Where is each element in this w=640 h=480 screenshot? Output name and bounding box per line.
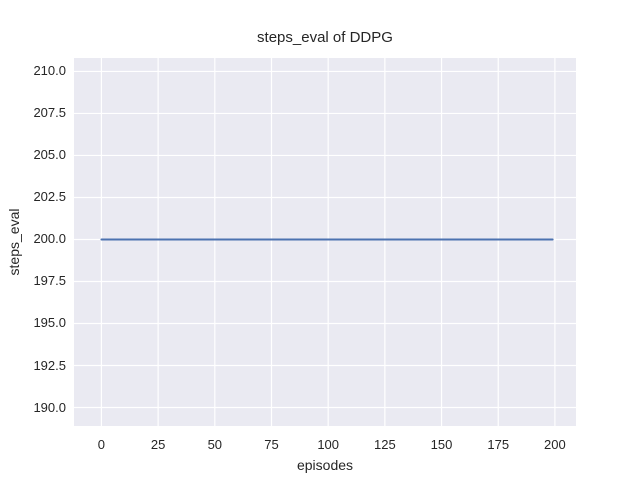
x-tick-label: 175 (487, 437, 510, 452)
x-tick-label: 100 (317, 437, 340, 452)
y-tick-label: 195.0 (33, 315, 66, 331)
x-tick-label: 150 (430, 437, 453, 452)
chart-title: steps_eval of DDPG (257, 29, 393, 46)
y-tick-label: 192.5 (33, 357, 66, 373)
x-tick-label: 75 (264, 437, 279, 452)
y-tick-label: 205.0 (33, 147, 66, 163)
y-tick-label: 207.5 (33, 105, 66, 121)
y-tick-label: 190.0 (33, 399, 66, 415)
x-axis-label: episodes (296, 457, 354, 473)
y-tick-label: 202.5 (33, 189, 66, 205)
x-tick-label: 25 (150, 437, 166, 452)
x-tick-label: 125 (373, 437, 396, 452)
x-tick-label: 200 (544, 437, 566, 452)
x-tick-label: 50 (207, 437, 223, 452)
x-tick-label: 0 (97, 437, 106, 452)
y-tick-label: 210.0 (33, 63, 66, 79)
y-tick-label: 197.5 (33, 273, 66, 289)
y-tick-label: 200.0 (33, 231, 66, 247)
